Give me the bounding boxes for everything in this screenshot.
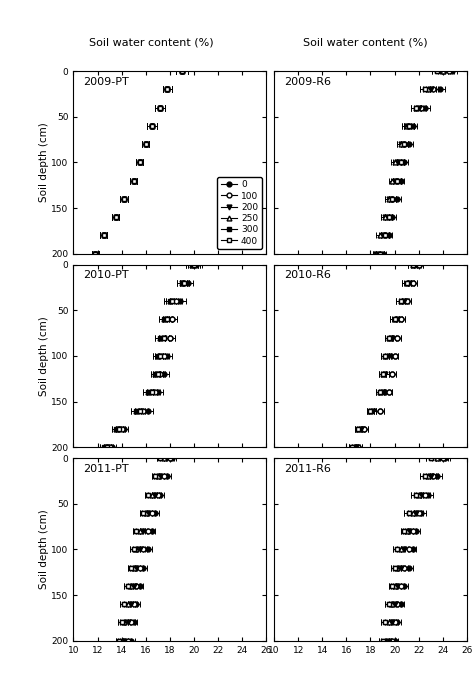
Text: 2009-PT: 2009-PT (83, 77, 129, 87)
Text: 2011-R6: 2011-R6 (283, 464, 330, 474)
Legend: 0, 100, 200, 250, 300, 400: 0, 100, 200, 250, 300, 400 (218, 177, 262, 250)
Text: 2010-R6: 2010-R6 (283, 270, 330, 280)
Text: 2009-R6: 2009-R6 (283, 77, 331, 87)
Text: Soil water content (%): Soil water content (%) (90, 37, 214, 47)
Y-axis label: Soil depth (cm): Soil depth (cm) (38, 123, 48, 202)
Text: Soil water content (%): Soil water content (%) (303, 37, 427, 47)
Text: 2010-PT: 2010-PT (83, 270, 129, 280)
Y-axis label: Soil depth (cm): Soil depth (cm) (38, 510, 48, 589)
Text: 2011-PT: 2011-PT (83, 464, 129, 474)
Y-axis label: Soil depth (cm): Soil depth (cm) (38, 316, 48, 396)
